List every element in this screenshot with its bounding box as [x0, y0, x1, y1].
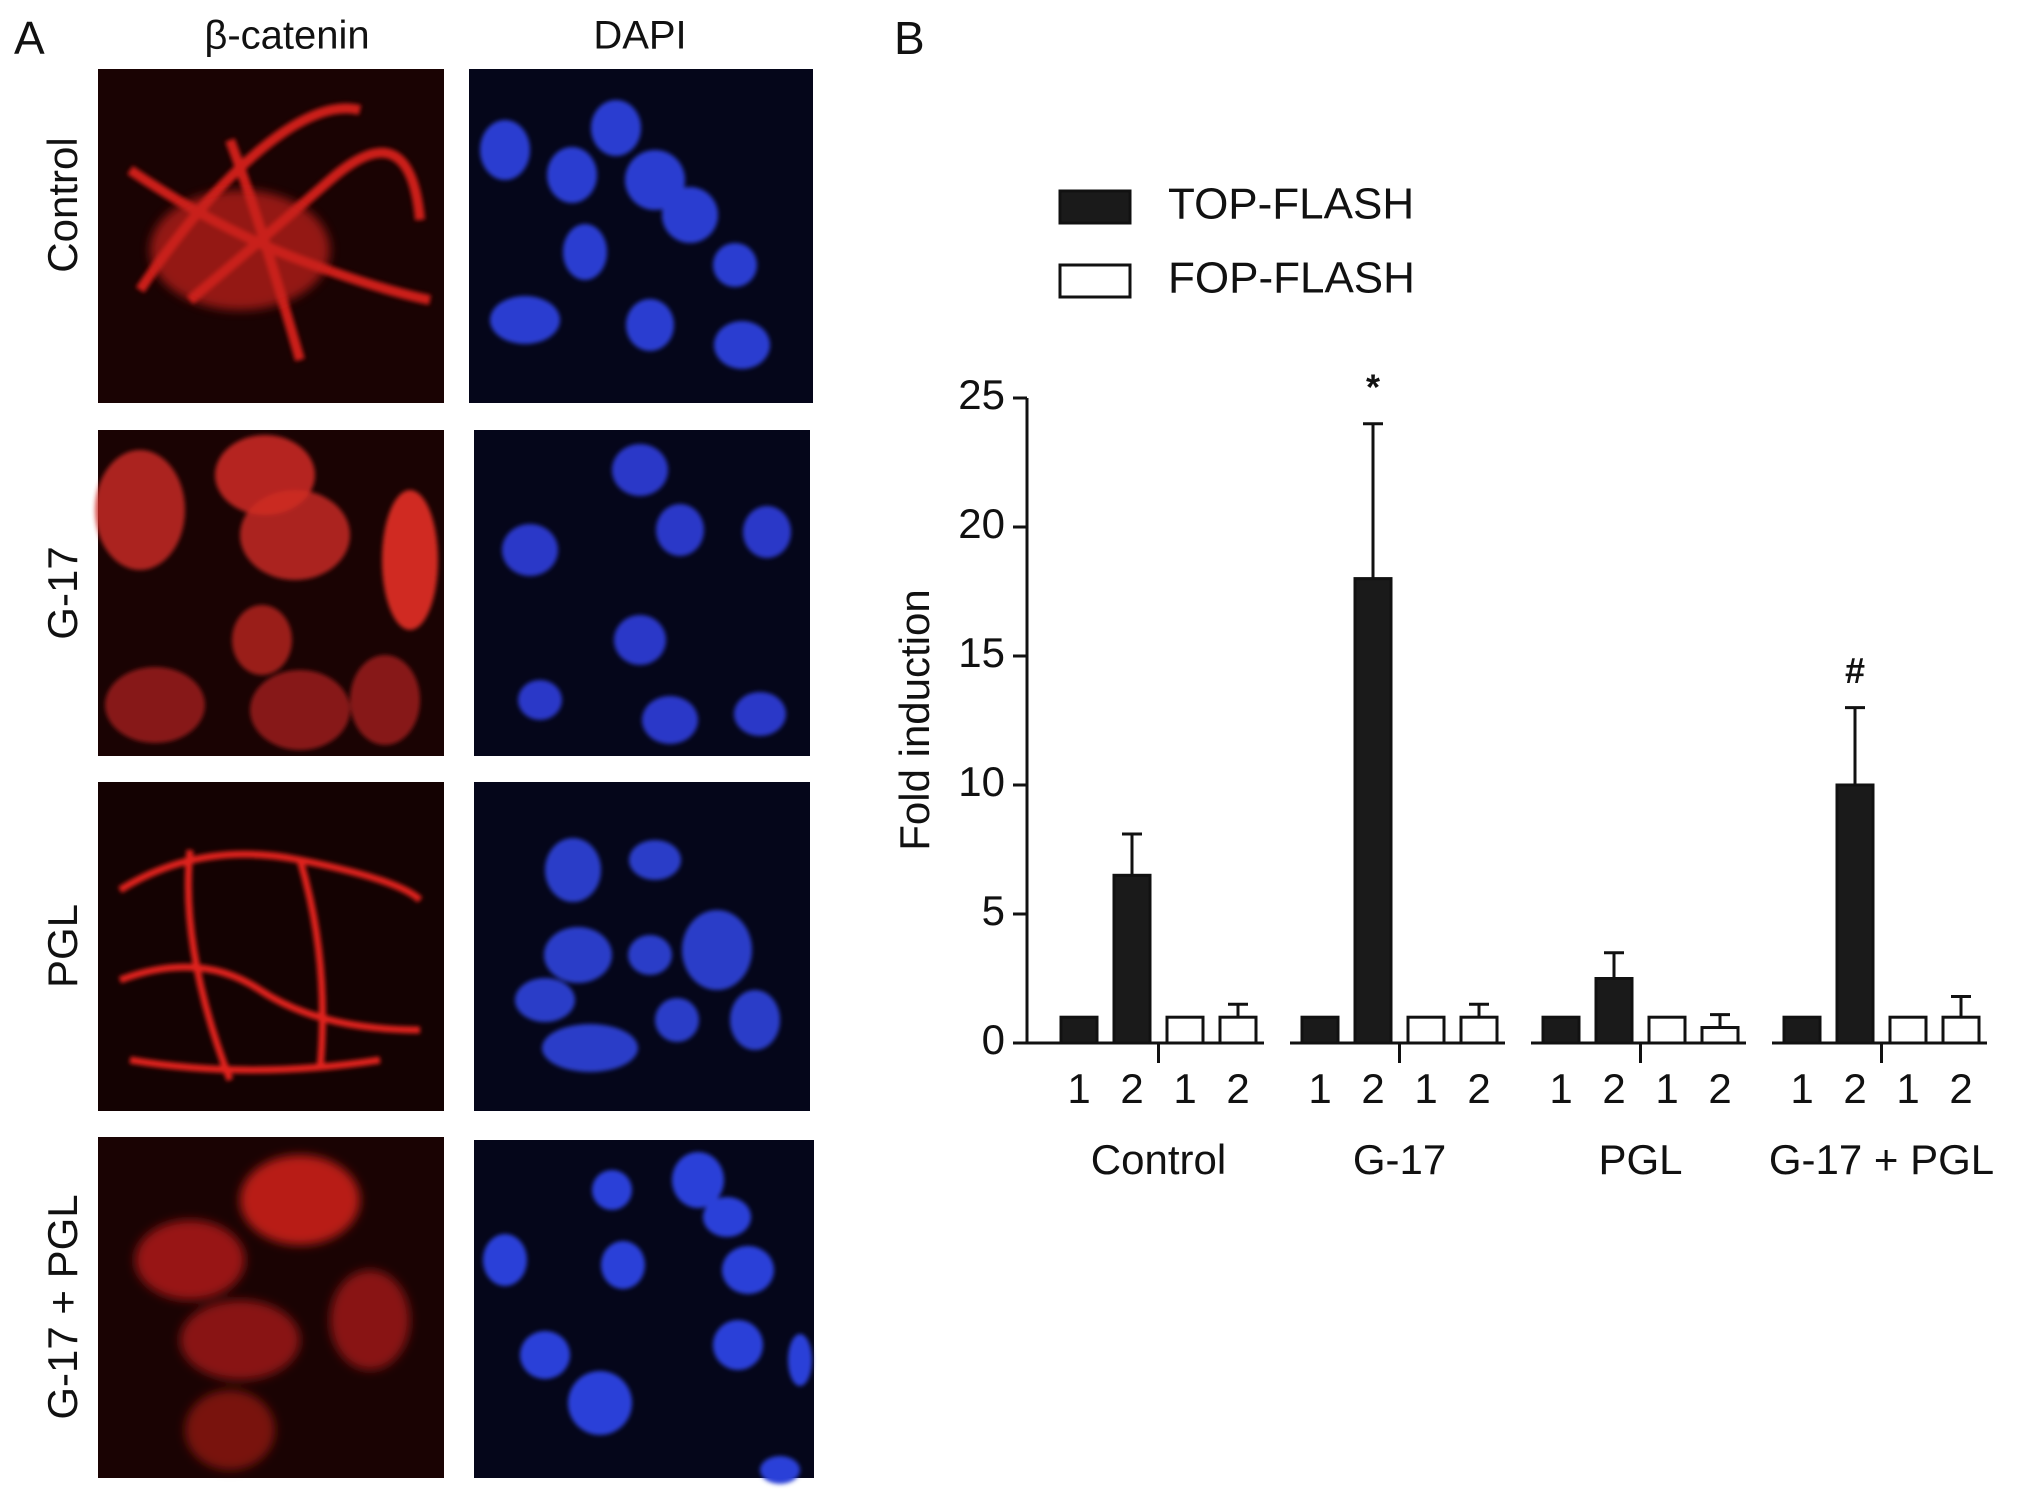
- bar: [1700, 1026, 1740, 1045]
- x-tick-label: 2: [1708, 1065, 1731, 1112]
- x-tick-label: 1: [1790, 1065, 1813, 1112]
- x-tick-label: 2: [1226, 1065, 1249, 1112]
- bar: [1888, 1015, 1928, 1045]
- micrograph-blue: [474, 1140, 814, 1484]
- y-tick-label: 0: [982, 1016, 1005, 1063]
- legend-swatch: [1058, 263, 1132, 299]
- row-label: Control: [39, 137, 86, 272]
- group-label: PGL: [1598, 1136, 1682, 1183]
- group-label: Control: [1091, 1136, 1226, 1183]
- significance-mark: *: [1366, 366, 1380, 407]
- bar: [1353, 577, 1393, 1045]
- row-label: G-17 + PGL: [39, 1194, 86, 1419]
- micrograph-red: [98, 1137, 444, 1478]
- bar: [1541, 1015, 1581, 1045]
- bar: [1218, 1015, 1258, 1045]
- group-label: G-17: [1353, 1136, 1446, 1183]
- legend-label: TOP-FLASH: [1168, 180, 1414, 229]
- y-tick-label: 25: [958, 371, 1005, 418]
- y-tick-label: 5: [982, 887, 1005, 934]
- micrograph-blue: [469, 69, 813, 403]
- x-tick-label: 1: [1308, 1065, 1331, 1112]
- bar: [1782, 1015, 1822, 1045]
- bar: [1059, 1015, 1099, 1045]
- row-label: G-17: [39, 546, 86, 639]
- x-tick-label: 2: [1843, 1065, 1866, 1112]
- x-tick-label: 1: [1655, 1065, 1678, 1112]
- micrograph-blue: [474, 430, 810, 756]
- bar: [1835, 783, 1875, 1045]
- y-tick-label: 15: [958, 629, 1005, 676]
- panel-label: B: [894, 12, 925, 64]
- x-tick-label: 2: [1602, 1065, 1625, 1112]
- x-tick-label: 1: [1549, 1065, 1572, 1112]
- group-label: G-17 + PGL: [1769, 1136, 1994, 1183]
- x-tick-label: 1: [1414, 1065, 1437, 1112]
- x-tick-label: 1: [1067, 1065, 1090, 1112]
- x-tick-label: 2: [1949, 1065, 1972, 1112]
- bar: [1647, 1015, 1687, 1045]
- row-label: PGL: [39, 904, 86, 988]
- panel-label: A: [14, 12, 45, 64]
- x-tick-label: 1: [1173, 1065, 1196, 1112]
- bar: [1459, 1015, 1499, 1045]
- x-tick-label: 1: [1896, 1065, 1919, 1112]
- significance-mark: #: [1845, 650, 1865, 691]
- bar: [1300, 1015, 1340, 1045]
- bar: [1594, 977, 1634, 1045]
- micrograph-red: [98, 782, 444, 1111]
- column-header: DAPI: [593, 14, 686, 58]
- y-tick-label: 20: [958, 500, 1005, 547]
- legend-label: FOP-FLASH: [1168, 254, 1415, 303]
- micrograph-red: [95, 430, 444, 756]
- y-tick-label: 10: [958, 758, 1005, 805]
- x-tick-label: 2: [1361, 1065, 1384, 1112]
- x-tick-label: 2: [1467, 1065, 1490, 1112]
- y-axis-label: Fold induction: [891, 589, 938, 851]
- bar: [1112, 873, 1152, 1045]
- bar: [1165, 1015, 1205, 1045]
- bar: [1941, 1015, 1981, 1045]
- micrograph-blue: [474, 782, 810, 1111]
- micrograph-red: [98, 69, 444, 403]
- x-tick-label: 2: [1120, 1065, 1143, 1112]
- legend-swatch: [1058, 189, 1132, 225]
- bar: [1406, 1015, 1446, 1045]
- column-header: β-catenin: [204, 14, 369, 58]
